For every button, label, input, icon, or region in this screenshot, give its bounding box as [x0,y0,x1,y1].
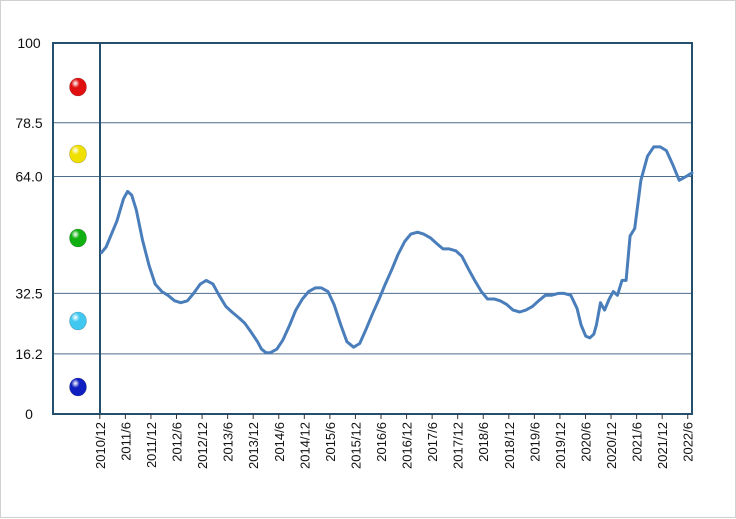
series-layer [100,145,694,355]
x-tick-label: 2020/12 [604,422,619,469]
x-tick-label: 2014/12 [297,422,312,469]
x-tick-label: 2012/6 [170,422,185,462]
series-line [100,145,694,355]
x-tick-label: 2011/12 [144,422,159,468]
y-tick-label: 0 [25,406,33,422]
x-tick-label: 2015/6 [323,422,338,462]
status-marker [69,77,87,97]
status-marker [69,228,87,248]
status-marker [69,377,87,397]
y-tick-label: 100 [17,35,41,51]
y-tick-label: 32.5 [15,285,42,301]
y-tick-label: 78.5 [15,115,42,131]
y-tick-label: 16.2 [15,346,42,362]
x-tick-label: 2019/6 [527,422,542,462]
x-tick-label: 2014/6 [272,422,287,462]
x-tick-label: 2020/6 [578,422,593,462]
gridlines [53,122,692,355]
x-tick-label: 2011/6 [118,422,133,461]
x-tick-label: 2013/12 [246,422,261,469]
x-tick-label: 2021/6 [630,422,645,462]
x-tick-label: 2019/12 [553,422,568,469]
x-tick-label: 2010/12 [93,422,108,469]
x-tick-label: 2018/6 [476,422,491,462]
y-tick-label: 64.0 [15,169,42,185]
status-marker [69,311,87,331]
x-tick-label: 2016/6 [374,422,389,462]
x-tick-label: 2012/12 [195,422,210,469]
x-tick-label: 2021/12 [655,422,670,469]
x-tick-label: 2017/12 [451,422,466,469]
status-marker [69,144,87,164]
status-markers [69,77,87,397]
x-axis-ticks: 2010/12 2011/6 2011/12 2012/6 2012/12 2013/6 2… [93,414,696,469]
x-tick-label: 2018/12 [502,422,517,469]
y-axis-ticks: 100 78.5 64.0 32.5 16.2 0 [15,35,42,422]
x-tick-label: 2015/12 [348,422,363,469]
plot-frame [52,42,693,415]
x-tick-label: 2016/12 [400,422,415,469]
x-tick-label: 2013/6 [221,422,236,462]
x-tick-label: 2017/6 [425,422,440,462]
x-tick-label: 2022/6 [681,422,696,462]
